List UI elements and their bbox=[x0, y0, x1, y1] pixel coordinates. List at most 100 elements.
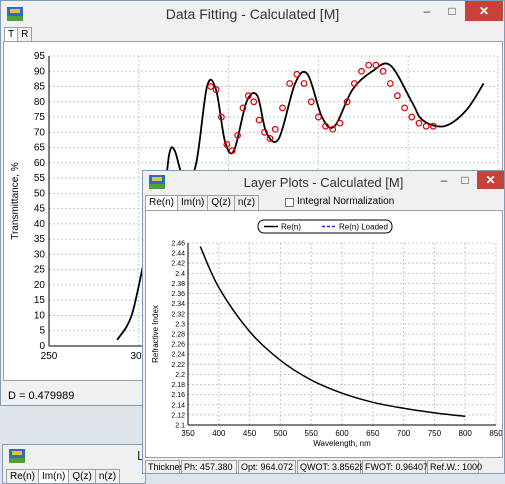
x-tick-label: 450 bbox=[243, 429, 257, 438]
y-tick-label: 80 bbox=[34, 97, 46, 108]
app-icon bbox=[9, 449, 25, 463]
measured-data-point bbox=[329, 125, 337, 133]
y-tick-label: 50 bbox=[34, 188, 46, 199]
tab-t[interactable]: T bbox=[4, 27, 19, 42]
y-axis-label: Refractive Index bbox=[151, 305, 160, 363]
x-tick-label: 350 bbox=[181, 429, 195, 438]
measured-data-point bbox=[207, 83, 215, 90]
measured-data-point bbox=[307, 98, 315, 106]
layer-titlebar[interactable]: Layer Plots - Calculated [M] – □ ✕ bbox=[143, 171, 504, 193]
measured-data-point bbox=[401, 104, 409, 112]
x-tick-label: 750 bbox=[428, 429, 442, 438]
layer-window-title: Layer Plots - Calculated [M] bbox=[243, 175, 404, 190]
tab-im-n[interactable]: Im(n) bbox=[177, 195, 209, 210]
refractive-index-line bbox=[199, 246, 466, 418]
tab-n-z[interactable]: n(z) bbox=[94, 469, 121, 483]
status-cell-optical: Opt: 964.072 bbox=[238, 460, 296, 473]
x-axis-label: Wavelength, nm bbox=[313, 439, 371, 448]
main-titlebar[interactable]: Data Fitting - Calculated [M] – □ ✕ bbox=[1, 1, 504, 27]
x-tick-label: 800 bbox=[459, 429, 473, 438]
measured-data-point bbox=[350, 80, 358, 87]
x-tick-label: 550 bbox=[305, 429, 319, 438]
status-cell-fwot: FWOT: 0.964072 bbox=[362, 460, 433, 473]
measured-data-point bbox=[336, 119, 344, 127]
y-tick-label: 65 bbox=[34, 143, 46, 154]
refractive-index-chart: 2.1 2.12 2.14 2.16 2.18 2.2 2.22 2.24 2.26 2.28 2.… bbox=[151, 219, 502, 448]
status-cell-physical: Ph: 457.380 bbox=[181, 460, 237, 473]
measured-data-point bbox=[261, 128, 268, 136]
measured-data-point bbox=[415, 119, 423, 127]
y-tick-label: 2.34 bbox=[171, 301, 185, 308]
measured-data-point bbox=[250, 98, 258, 106]
y-tick-label: 85 bbox=[34, 82, 46, 93]
measured-data-point bbox=[386, 80, 394, 87]
y-tick-label: 2.1 bbox=[175, 423, 185, 430]
y-tick-label: 20 bbox=[34, 280, 46, 291]
y-tick-label: 75 bbox=[34, 112, 46, 123]
x-tick-label: 700 bbox=[397, 429, 411, 438]
tab-q-z[interactable]: Q(z) bbox=[68, 469, 96, 483]
layer-tabs: Re(n) Im(n) Q(z) n(z) bbox=[145, 195, 260, 211]
tab-r[interactable]: R bbox=[17, 27, 33, 42]
y-tick-label: 15 bbox=[34, 295, 46, 306]
measured-data-point bbox=[322, 122, 329, 130]
y-tick-label: 2.44 bbox=[171, 251, 185, 258]
close-button[interactable]: ✕ bbox=[477, 171, 504, 189]
y-tick-label: 5 bbox=[39, 326, 45, 337]
measured-data-point bbox=[429, 122, 437, 130]
y-tick-label: 2.14 bbox=[171, 402, 185, 409]
x-tick-label: 250 bbox=[41, 351, 58, 362]
minimize-button[interactable]: – bbox=[440, 173, 448, 187]
measured-data-point bbox=[379, 67, 387, 75]
measured-data-point bbox=[422, 122, 430, 130]
y-tick-label: 0 bbox=[39, 341, 45, 352]
tab-im-n[interactable]: Im(n) bbox=[38, 469, 70, 483]
layer-status-bar: Thickness Ph: 457.380 Opt: 964.072 QWOT:… bbox=[145, 460, 503, 473]
measured-data-point bbox=[218, 113, 225, 121]
measured-data-point bbox=[212, 86, 220, 93]
measured-data-point bbox=[372, 61, 380, 69]
y-tick-label: 25 bbox=[34, 265, 46, 276]
bottom-window-tabs: Re(n) Im(n) Q(z) n(z) bbox=[6, 469, 121, 483]
y-tick-label: 2.32 bbox=[171, 311, 185, 318]
x-tick-label: 300 bbox=[130, 351, 147, 362]
minimize-button[interactable]: – bbox=[423, 4, 431, 18]
y-axis-label: Transmittance, % bbox=[10, 162, 21, 240]
calculated-transmittance-line bbox=[116, 62, 485, 341]
integral-normalization-checkbox[interactable] bbox=[285, 198, 294, 207]
y-tick-label: 2.24 bbox=[171, 352, 185, 359]
status-cell-ref-wavelength: Ref.W.: 1000 bbox=[427, 460, 482, 473]
measured-data-point bbox=[315, 113, 322, 121]
tab-re-n[interactable]: Re(n) bbox=[6, 469, 40, 483]
y-tick-label: 2.46 bbox=[171, 241, 185, 248]
measured-data-point bbox=[234, 131, 241, 139]
y-tick-label: 2.18 bbox=[171, 382, 185, 389]
maximize-button[interactable]: □ bbox=[448, 4, 456, 18]
measured-data-point bbox=[394, 92, 401, 100]
close-button[interactable]: ✕ bbox=[465, 1, 503, 21]
x-tick-label: 500 bbox=[274, 429, 288, 438]
measured-data-point bbox=[228, 147, 236, 155]
bottom-window-title: L bbox=[137, 448, 145, 463]
refractive-index-plot-area[interactable]: 2.1 2.12 2.14 2.16 2.18 2.2 2.22 2.24 2.26 2.28 2.… bbox=[145, 210, 503, 458]
status-cell-qwot: QWOT: 3.856289 bbox=[297, 460, 370, 473]
y-tick-label: 2.36 bbox=[171, 291, 185, 298]
measured-data-point bbox=[239, 104, 247, 112]
y-tick-label: 2.4 bbox=[175, 271, 185, 278]
measured-data-point bbox=[408, 113, 416, 121]
y-tick-label: 2.3 bbox=[175, 321, 185, 328]
y-tick-label: 2.28 bbox=[171, 332, 185, 339]
measured-data-point bbox=[266, 135, 274, 142]
x-tick-label: 650 bbox=[366, 429, 380, 438]
tab-n-z[interactable]: n(z) bbox=[233, 195, 260, 210]
y-tick-label: 2.42 bbox=[171, 261, 185, 268]
y-tick-label: 95 bbox=[34, 51, 46, 62]
legend-label-re-n: Re(n) bbox=[281, 223, 301, 232]
tab-q-z[interactable]: Q(z) bbox=[207, 195, 235, 210]
y-tick-label: 2.2 bbox=[175, 372, 185, 379]
maximize-button[interactable]: □ bbox=[461, 173, 469, 187]
y-tick-label: 40 bbox=[34, 219, 46, 230]
app-icon bbox=[7, 7, 23, 21]
y-tick-label: 2.16 bbox=[171, 392, 185, 399]
tab-re-n[interactable]: Re(n) bbox=[145, 195, 179, 210]
